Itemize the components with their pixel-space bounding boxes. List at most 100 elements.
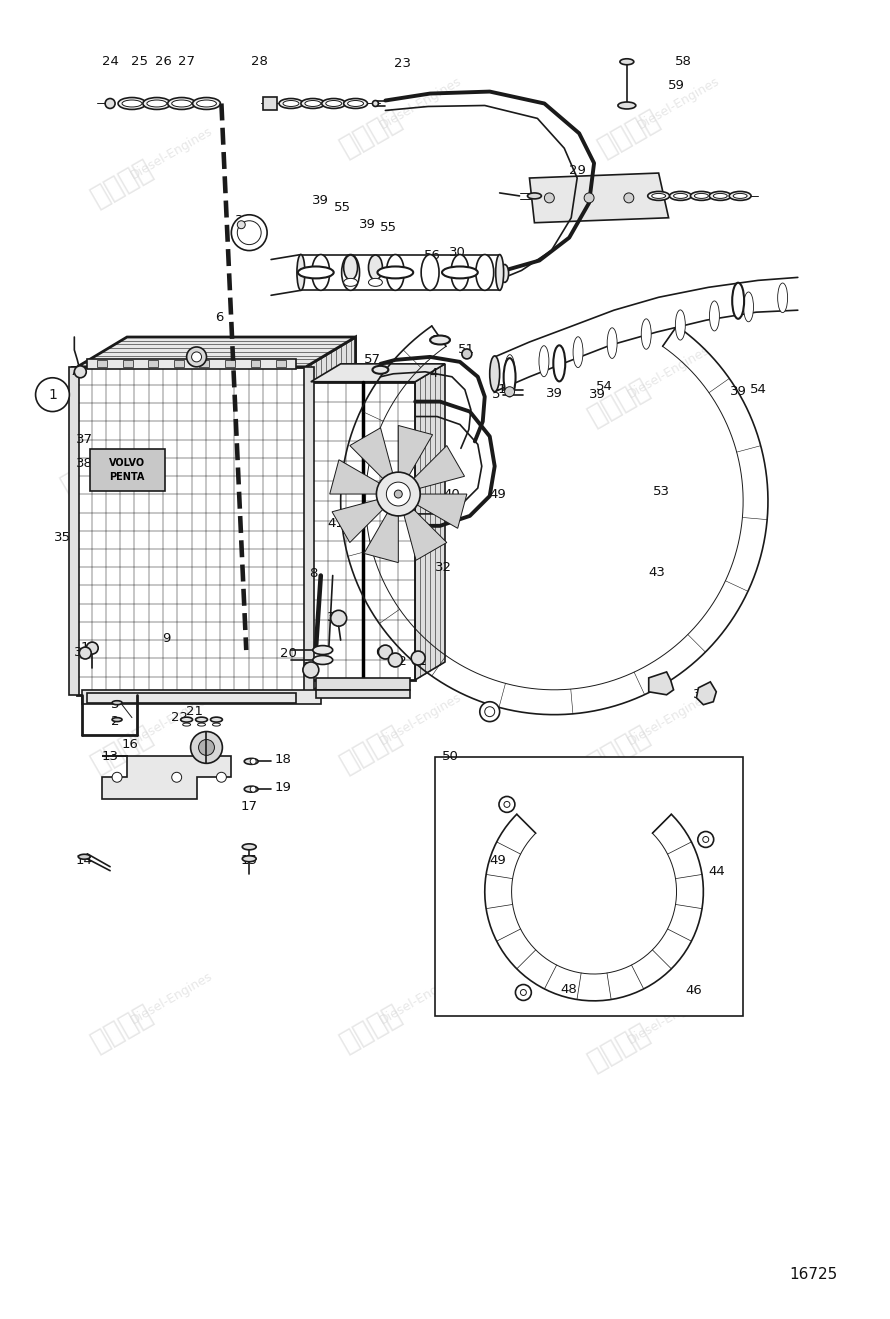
Polygon shape: [329, 460, 379, 495]
Ellipse shape: [642, 319, 651, 350]
Text: 30: 30: [449, 247, 466, 259]
Ellipse shape: [298, 266, 334, 278]
Text: 紫发动力: 紫发动力: [583, 373, 655, 430]
Text: 20: 20: [279, 646, 296, 660]
Polygon shape: [306, 338, 356, 695]
Text: 紫发动力: 紫发动力: [583, 1018, 655, 1076]
Text: 紫发动力: 紫发动力: [593, 104, 665, 162]
Bar: [149, 360, 158, 367]
Text: 48: 48: [561, 984, 578, 996]
Ellipse shape: [607, 328, 617, 359]
Circle shape: [198, 740, 214, 756]
Circle shape: [190, 732, 222, 764]
Text: 46: 46: [685, 984, 702, 997]
Circle shape: [462, 350, 472, 359]
Ellipse shape: [312, 656, 333, 665]
Ellipse shape: [729, 191, 751, 200]
Text: 55: 55: [334, 202, 352, 214]
Ellipse shape: [476, 255, 494, 290]
Text: 31: 31: [235, 214, 252, 227]
Text: 58: 58: [675, 55, 692, 69]
Circle shape: [187, 347, 206, 367]
Circle shape: [303, 662, 319, 678]
Bar: [303, 367, 314, 695]
Text: 36: 36: [74, 645, 91, 658]
Bar: [174, 360, 183, 367]
Ellipse shape: [372, 100, 378, 107]
Text: 紫发动力: 紫发动力: [335, 104, 406, 162]
Text: 紫发动力: 紫发动力: [56, 442, 128, 500]
Ellipse shape: [181, 718, 192, 721]
Ellipse shape: [344, 99, 368, 108]
Text: 52: 52: [432, 334, 449, 347]
Ellipse shape: [691, 191, 712, 200]
Ellipse shape: [618, 102, 635, 109]
Text: 24: 24: [101, 55, 118, 69]
Polygon shape: [87, 359, 296, 369]
Ellipse shape: [122, 100, 142, 107]
Text: 21: 21: [186, 706, 203, 718]
Text: Diesel-Engines: Diesel-Engines: [635, 75, 722, 132]
Ellipse shape: [674, 194, 687, 198]
Text: 18: 18: [275, 753, 291, 766]
Circle shape: [112, 773, 122, 782]
Circle shape: [172, 773, 182, 782]
Text: Diesel-Engines: Diesel-Engines: [128, 691, 215, 748]
Ellipse shape: [244, 786, 258, 793]
Polygon shape: [77, 338, 356, 367]
Ellipse shape: [430, 335, 450, 344]
Circle shape: [545, 193, 554, 203]
Ellipse shape: [528, 193, 541, 199]
Polygon shape: [364, 513, 399, 563]
Ellipse shape: [348, 100, 363, 107]
Text: 9: 9: [163, 632, 171, 645]
Circle shape: [388, 653, 402, 667]
Circle shape: [624, 193, 634, 203]
Circle shape: [75, 365, 86, 377]
Ellipse shape: [182, 723, 190, 725]
Bar: [97, 360, 107, 367]
Text: 38: 38: [76, 456, 93, 470]
Text: 49: 49: [490, 855, 506, 867]
Text: 紫发动力: 紫发动力: [305, 402, 376, 460]
Polygon shape: [416, 364, 445, 679]
Ellipse shape: [676, 310, 685, 340]
Text: 紫发动力: 紫发动力: [86, 998, 158, 1057]
Text: 8: 8: [309, 567, 317, 580]
Text: 紫发动力: 紫发动力: [583, 720, 655, 778]
Ellipse shape: [198, 723, 206, 725]
Ellipse shape: [496, 255, 504, 290]
Circle shape: [250, 786, 256, 793]
Circle shape: [250, 758, 256, 764]
Text: VOLVO: VOLVO: [109, 458, 145, 468]
Text: 6: 6: [215, 311, 223, 323]
Text: 19: 19: [275, 781, 291, 794]
Circle shape: [331, 611, 346, 627]
Ellipse shape: [732, 282, 744, 319]
Text: 12: 12: [498, 384, 514, 396]
Text: 37: 37: [76, 433, 93, 446]
Circle shape: [703, 836, 708, 843]
Text: 54: 54: [749, 384, 766, 396]
Circle shape: [521, 989, 526, 996]
Ellipse shape: [279, 99, 303, 108]
Ellipse shape: [118, 98, 146, 109]
Text: 4: 4: [429, 367, 437, 380]
Polygon shape: [399, 426, 433, 475]
Text: 53: 53: [653, 484, 670, 497]
Ellipse shape: [322, 99, 345, 108]
Text: 49: 49: [490, 488, 506, 500]
Ellipse shape: [504, 359, 515, 397]
Text: 33: 33: [328, 611, 344, 624]
Bar: [316, 690, 410, 698]
Ellipse shape: [733, 194, 747, 198]
Polygon shape: [696, 682, 716, 704]
Text: 26: 26: [156, 55, 172, 69]
Text: 35: 35: [54, 532, 71, 545]
Ellipse shape: [105, 99, 115, 108]
Text: 22: 22: [171, 711, 188, 724]
Text: 44: 44: [708, 865, 724, 878]
Text: 51: 51: [458, 343, 475, 356]
Polygon shape: [350, 427, 392, 479]
Text: 59: 59: [668, 79, 685, 92]
